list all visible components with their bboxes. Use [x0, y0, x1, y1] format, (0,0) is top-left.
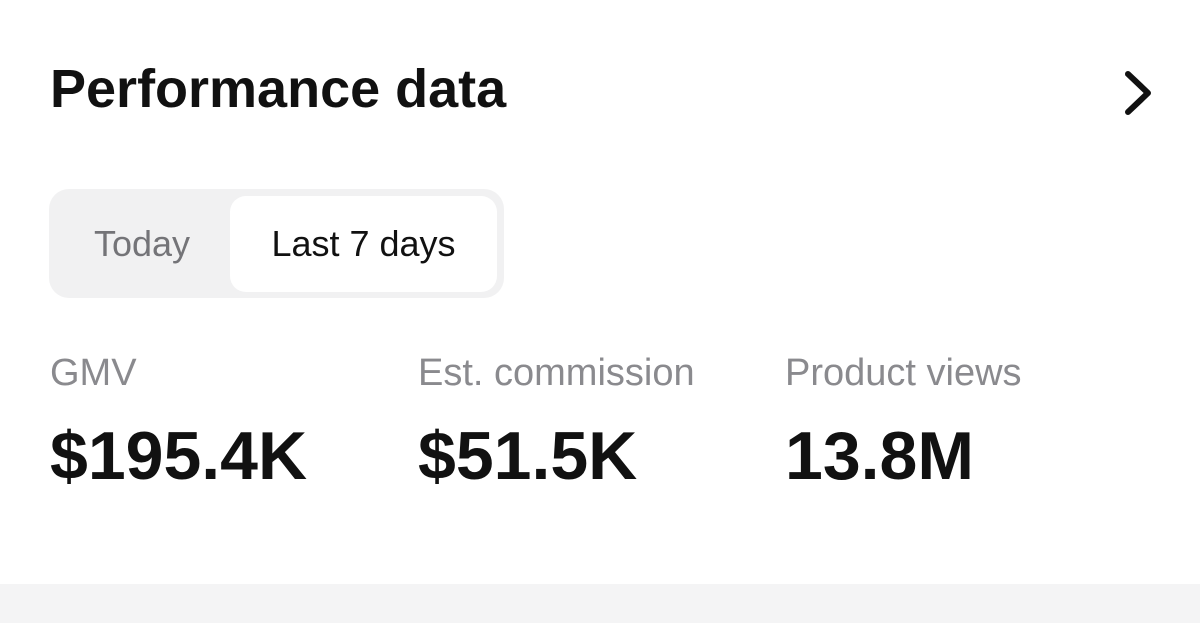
metric-card: Est. commission $51.5K [418, 352, 695, 495]
tab-switcher: Today Last 7 days [49, 189, 504, 298]
title: Performance data [50, 59, 507, 119]
metric-label: GMV [50, 352, 137, 394]
metric-card: GMV $195.4K [50, 352, 307, 495]
metric-label: Est. commission [418, 352, 695, 394]
tab[interactable]: Today [93, 223, 191, 264]
metric-value: $195.4K [50, 418, 308, 494]
chevron-button[interactable] [1118, 68, 1158, 118]
footer-divider [0, 584, 1200, 623]
metric-value: $51.5K [418, 418, 638, 494]
metric-card: Product views 13.8M [785, 352, 1022, 495]
tab-active[interactable]: Last 7 days [230, 196, 497, 292]
metric-label: Product views [785, 352, 1022, 394]
metric-value: 13.8M [785, 418, 974, 494]
